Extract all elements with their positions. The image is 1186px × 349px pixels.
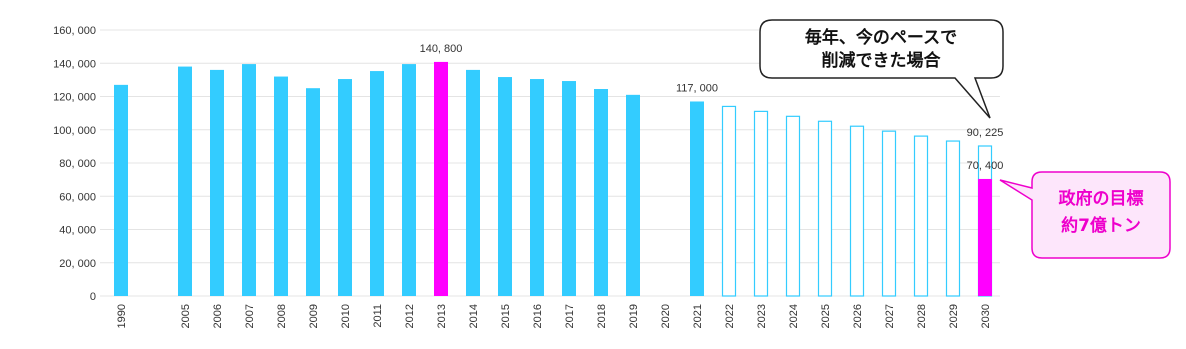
bar — [114, 84, 128, 296]
x-tick-label: 2008 — [276, 304, 288, 328]
bar — [530, 79, 544, 296]
x-tick-label: 2023 — [756, 304, 768, 328]
y-tick-label: 100, 000 — [53, 125, 96, 137]
bar — [434, 61, 448, 296]
bar — [178, 66, 192, 296]
x-tick-label: 2017 — [564, 304, 576, 328]
y-tick-label: 60, 000 — [59, 191, 96, 203]
x-tick-label: 2016 — [532, 304, 544, 328]
y-tick-label: 140, 000 — [53, 58, 96, 70]
x-tick-label: 2024 — [788, 304, 800, 328]
bar — [721, 105, 737, 297]
x-tick-label: 2019 — [628, 304, 640, 328]
x-tick-label: 2006 — [212, 304, 224, 328]
bar — [594, 89, 608, 296]
x-tick-label: 2025 — [820, 304, 832, 328]
x-tick-label: 2011 — [372, 304, 384, 328]
value-label: 117, 000 — [676, 82, 718, 94]
x-tick-label: 1990 — [116, 304, 128, 328]
x-tick-label: 2022 — [724, 304, 736, 328]
x-tick-label: 2012 — [404, 304, 416, 328]
bar — [562, 81, 576, 296]
x-tick-label: 2005 — [180, 304, 192, 328]
bar — [370, 71, 384, 296]
bar — [785, 115, 801, 297]
x-tick-label: 2015 — [500, 304, 512, 328]
bar — [817, 120, 833, 297]
bar — [881, 130, 897, 297]
x-tick-label: 2020 — [660, 304, 672, 328]
callout-text: 削減できた場合 — [822, 50, 942, 71]
bar — [753, 110, 769, 297]
bar — [913, 135, 929, 297]
x-tick-label: 2021 — [692, 304, 704, 328]
callout-text: 毎年、今のペースで — [805, 27, 957, 48]
x-tick-label: 2007 — [244, 304, 256, 328]
callout-box — [759, 19, 1004, 119]
y-tick-label: 80, 000 — [59, 158, 96, 170]
x-tick-label: 2028 — [916, 304, 928, 328]
bar — [210, 69, 224, 297]
x-tick-label: 2029 — [948, 304, 960, 328]
bar — [626, 94, 640, 297]
x-tick-label: 2026 — [852, 304, 864, 328]
bar — [849, 125, 865, 297]
x-tick-label: 2010 — [340, 304, 352, 328]
target-text: 政府の目標 — [1059, 188, 1144, 209]
x-tick-label: 2014 — [468, 304, 480, 328]
value-label: 140, 800 — [420, 43, 463, 55]
y-tick-label: 20, 000 — [59, 258, 96, 270]
bar — [242, 64, 256, 296]
bar — [402, 64, 416, 296]
y-tick-label: 160, 000 — [53, 25, 96, 37]
value-label: 90, 225 — [967, 127, 1004, 139]
target-box — [999, 171, 1171, 259]
x-tick-label: 2009 — [308, 304, 320, 328]
y-tick-label: 120, 000 — [53, 92, 96, 104]
y-tick-label: 0 — [90, 291, 96, 303]
x-tick-label: 2027 — [884, 304, 896, 328]
bar — [306, 88, 320, 296]
value-label: 70, 400 — [967, 160, 1004, 172]
bar — [978, 178, 992, 296]
x-tick-label: 2030 — [980, 304, 992, 328]
bar — [498, 77, 512, 296]
x-tick-label: 2018 — [596, 304, 608, 328]
bar — [338, 79, 352, 296]
y-tick-label: 40, 000 — [59, 225, 96, 237]
target-text: 約7億トン — [1061, 215, 1141, 236]
x-tick-label: 2013 — [436, 304, 448, 328]
bar — [690, 101, 704, 296]
bar — [274, 76, 288, 296]
bar — [945, 140, 961, 297]
bar — [466, 69, 480, 297]
